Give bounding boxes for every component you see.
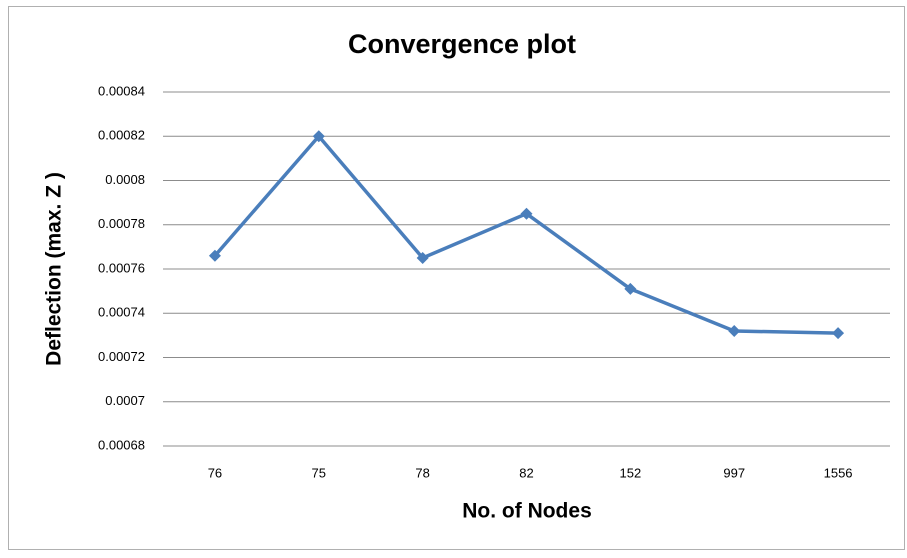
data-point — [728, 324, 741, 337]
x-axis-label: No. of Nodes — [462, 500, 592, 523]
data-point — [624, 282, 637, 295]
data-point — [832, 327, 845, 340]
data-point — [208, 249, 221, 262]
x-tick-label: 1556 — [824, 465, 853, 480]
y-tick-label: 0.0008 — [105, 172, 145, 187]
data-point — [312, 130, 325, 143]
y-tick-label: 0.00082 — [98, 128, 145, 143]
data-point — [416, 251, 429, 264]
y-tick-label: 0.00068 — [98, 437, 145, 452]
y-tick-label: 0.00072 — [98, 349, 145, 364]
x-tick-label: 152 — [620, 465, 642, 480]
chart-frame — [8, 6, 905, 550]
x-tick-label: 76 — [208, 465, 222, 480]
y-tick-label: 0.00078 — [98, 216, 145, 231]
x-tick-label: 997 — [723, 465, 745, 480]
x-tick-label: 75 — [312, 465, 326, 480]
y-tick-label: 0.0007 — [105, 393, 145, 408]
y-tick-label: 0.00074 — [98, 305, 145, 320]
x-tick-label: 78 — [415, 465, 429, 480]
data-point — [520, 207, 533, 220]
y-tick-label: 0.00084 — [98, 83, 145, 98]
y-tick-label: 0.00076 — [98, 260, 145, 275]
x-tick-label: 82 — [519, 465, 533, 480]
y-axis-label: Deflection (max. Z ) — [43, 172, 66, 366]
chart-title: Convergence plot — [348, 29, 576, 59]
